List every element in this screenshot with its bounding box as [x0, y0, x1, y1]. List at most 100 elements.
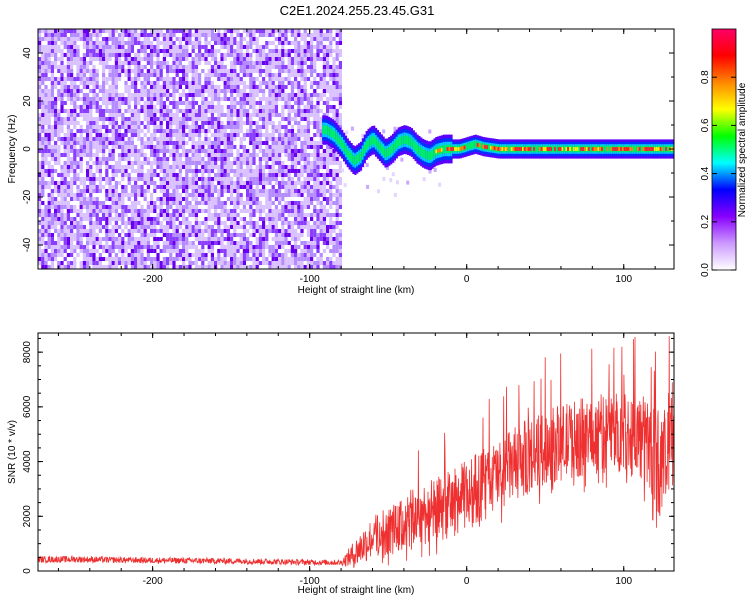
heat-cell — [178, 65, 182, 69]
heat-cell — [86, 33, 90, 37]
heat-cell — [114, 97, 118, 101]
heat-cell — [95, 69, 99, 73]
heat-cell — [335, 205, 339, 209]
heat-cell — [326, 153, 330, 157]
heat-cell — [242, 65, 246, 69]
heat-cell — [281, 81, 285, 85]
heat-cell — [239, 145, 243, 149]
heat-cell — [300, 149, 304, 153]
heat-cell — [290, 29, 294, 33]
heat-cell — [249, 241, 253, 245]
heat-cell — [262, 81, 266, 85]
heat-cell — [290, 61, 294, 65]
heat-cell — [70, 65, 74, 69]
heat-cell — [239, 265, 243, 269]
heat-cell — [258, 85, 262, 89]
heat-cell — [249, 97, 253, 101]
heat-cell — [166, 93, 170, 97]
heat-cell — [153, 237, 157, 241]
heat-cell — [150, 217, 154, 221]
heat-cell — [98, 165, 102, 169]
heat-cell — [47, 165, 51, 169]
heat-cell — [313, 197, 317, 201]
heat-cell — [76, 93, 80, 97]
heat-cell — [140, 177, 144, 181]
heat-cell — [242, 113, 246, 117]
heat-cell — [194, 257, 198, 261]
heat-cell — [137, 77, 141, 81]
heat-cell — [329, 233, 333, 237]
heat-cell — [102, 41, 106, 45]
heat-cell — [143, 33, 147, 37]
heat-cell — [194, 225, 198, 229]
heat-cell — [194, 149, 198, 153]
heat-cell — [201, 89, 205, 93]
heat-cell — [70, 249, 74, 253]
heat-cell — [70, 229, 74, 233]
heat-cell — [338, 33, 342, 37]
heat-cell — [44, 161, 48, 165]
heat-cell — [70, 57, 74, 61]
heat-cell — [249, 213, 253, 217]
heat-cell — [137, 97, 141, 101]
heat-cell — [38, 97, 42, 101]
heat-cell — [114, 93, 118, 97]
heat-cell — [236, 169, 240, 173]
heat-cell — [249, 85, 253, 89]
heat-cell — [303, 149, 307, 153]
heat-cell — [340, 168, 344, 173]
heat-cell — [210, 109, 214, 113]
heat-cell — [82, 93, 86, 97]
heat-cell — [332, 149, 336, 153]
heat-cell — [121, 45, 125, 49]
heat-cell — [76, 241, 80, 245]
heat-cell — [316, 49, 320, 53]
heat-cell — [271, 57, 275, 61]
heat-cell — [284, 101, 288, 105]
heat-cell — [255, 37, 259, 41]
heat-cell — [236, 189, 240, 193]
heat-cell — [310, 165, 314, 169]
heat-cell — [127, 69, 131, 73]
heat-cell — [143, 81, 147, 85]
heat-cell — [201, 113, 205, 117]
heat-cell — [271, 61, 275, 65]
heat-cell — [172, 157, 176, 161]
heat-cell — [198, 249, 202, 253]
heat-cell — [102, 137, 106, 141]
heat-cell — [156, 213, 160, 217]
heat-cell — [207, 217, 211, 221]
heat-cell — [265, 69, 269, 73]
heat-cell — [303, 41, 307, 45]
heat-cell — [146, 241, 150, 245]
heat-cell — [38, 77, 42, 81]
heat-cell — [316, 225, 320, 229]
heat-cell — [169, 45, 173, 49]
heat-cell — [114, 205, 118, 209]
heat-cell — [98, 89, 102, 93]
heat-cell — [159, 129, 163, 133]
heat-cell — [230, 101, 234, 105]
heat-cell — [89, 77, 93, 81]
heat-cell — [47, 49, 51, 53]
heat-cell — [191, 129, 195, 133]
heat-cell — [185, 197, 189, 201]
heat-cell — [73, 149, 77, 153]
heat-cell — [262, 257, 266, 261]
heat-cell — [63, 165, 67, 169]
heat-cell — [50, 77, 54, 81]
heat-cell — [313, 133, 317, 137]
heat-cell — [134, 77, 138, 81]
heat-cell — [322, 261, 326, 265]
heat-cell — [306, 141, 310, 145]
heat-cell — [258, 117, 262, 121]
heat-cell — [246, 149, 250, 153]
heat-cell — [57, 137, 61, 141]
heat-cell — [303, 157, 307, 161]
heat-cell — [63, 77, 67, 81]
heat-cell — [137, 201, 141, 205]
heat-cell — [118, 41, 122, 45]
heat-cell — [153, 33, 157, 37]
heat-cell — [246, 29, 250, 33]
heat-cell — [82, 85, 86, 89]
